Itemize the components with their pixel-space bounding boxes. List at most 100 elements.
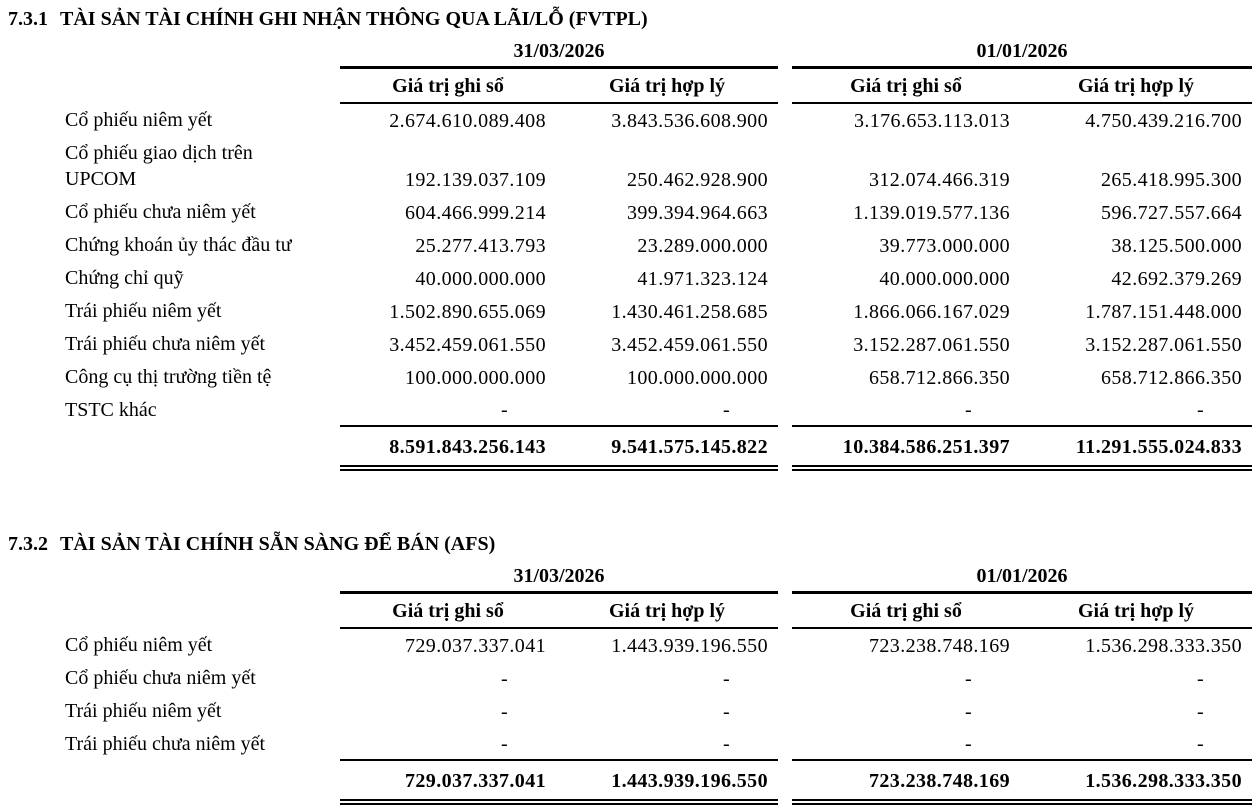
cell-value: - bbox=[964, 701, 972, 723]
cell-value: 3.452.459.061.550 bbox=[611, 334, 768, 356]
row-label: Cổ phiếu niêm yết bbox=[65, 109, 213, 131]
column-gap bbox=[778, 40, 792, 68]
section-heading-text: TÀI SẢN TÀI CHÍNH GHI NHẬN THÔNG QUA LÃI… bbox=[60, 8, 648, 30]
date-header-row: 31/03/2026 01/01/2026 bbox=[8, 565, 1252, 594]
header-spacer bbox=[8, 68, 340, 104]
cell-value: 3.176.653.113.013 bbox=[853, 110, 1010, 132]
total-row: 729.037.337.041 1.443.939.196.550 723.23… bbox=[8, 760, 1252, 805]
cell-value: 596.727.557.664 bbox=[1101, 202, 1242, 224]
row-label: Trái phiếu chưa niêm yết bbox=[65, 733, 266, 755]
cell-value: 100.000.000.000 bbox=[627, 367, 768, 389]
column-gap bbox=[778, 228, 792, 261]
section-afs: 7.3.2 TÀI SẢN TÀI CHÍNH SẴN SÀNG ĐỂ BÁN (… bbox=[8, 533, 1252, 805]
date-column-header-opening: 01/01/2026 bbox=[792, 40, 1252, 69]
subheader-carrying-value-current: Giá trị ghi sổ bbox=[340, 67, 556, 104]
column-gap bbox=[778, 103, 792, 136]
cell-value: - bbox=[1020, 727, 1252, 761]
section-fvtpl-title: 7.3.1 TÀI SẢN TÀI CHÍNH GHI NHẬN THÔNG QU… bbox=[8, 8, 1252, 31]
table-row: Cổ phiếu chưa niêm yết 604.466.999.214 3… bbox=[8, 195, 1252, 228]
column-gap bbox=[778, 760, 792, 802]
cell-value: 1.502.890.655.069 bbox=[389, 301, 546, 323]
cell-value: - bbox=[722, 701, 730, 723]
cell-value: - bbox=[556, 393, 778, 427]
subheader-carrying-value-opening: Giá trị ghi sổ bbox=[792, 592, 1020, 629]
row-label: Trái phiếu niêm yết bbox=[65, 300, 222, 322]
cell-value: - bbox=[340, 393, 556, 427]
cell-value: 38.125.500.000 bbox=[1111, 235, 1242, 257]
total-value: 1.443.939.196.550 bbox=[556, 760, 778, 805]
cell-value: 658.712.866.350 bbox=[869, 367, 1010, 389]
column-gap bbox=[778, 136, 792, 195]
cell-value: 42.692.379.269 bbox=[1111, 268, 1242, 290]
section-fvtpl: 7.3.1 TÀI SẢN TÀI CHÍNH GHI NHẬN THÔNG QU… bbox=[8, 8, 1252, 471]
total-row-spacer bbox=[8, 760, 340, 802]
date-column-header-opening: 01/01/2026 bbox=[792, 565, 1252, 594]
date-column-header-current: 31/03/2026 bbox=[340, 565, 778, 594]
column-gap bbox=[778, 195, 792, 228]
section-afs-title: 7.3.2 TÀI SẢN TÀI CHÍNH SẴN SÀNG ĐỂ BÁN (… bbox=[8, 533, 1252, 556]
table-row: Trái phiếu chưa niêm yết - - - - bbox=[8, 727, 1252, 761]
row-label: Cổ phiếu chưa niêm yết bbox=[65, 201, 256, 223]
cell-value: 729.037.337.041 bbox=[405, 635, 546, 657]
cell-value: - bbox=[500, 701, 508, 723]
table-row: Cổ phiếu niêm yết 729.037.337.041 1.443.… bbox=[8, 628, 1252, 661]
subheader-fair-value-opening: Giá trị hợp lý bbox=[1020, 67, 1252, 104]
column-gap bbox=[778, 261, 792, 294]
cell-value: 1.787.151.448.000 bbox=[1085, 301, 1242, 323]
cell-value: 250.462.928.900 bbox=[627, 169, 768, 191]
cell-value: 4.750.439.216.700 bbox=[1085, 110, 1242, 132]
cell-value: 1.139.019.577.136 bbox=[853, 202, 1010, 224]
column-gap bbox=[778, 694, 792, 727]
column-gap bbox=[778, 327, 792, 360]
cell-value: - bbox=[1196, 701, 1204, 723]
cell-value: 3.843.536.608.900 bbox=[611, 110, 768, 132]
total-row-spacer bbox=[8, 426, 340, 468]
column-gap bbox=[778, 593, 792, 629]
header-spacer bbox=[8, 40, 340, 68]
total-value: 9.541.575.145.822 bbox=[556, 426, 778, 471]
subheader-fair-value-opening: Giá trị hợp lý bbox=[1020, 592, 1252, 629]
cell-value: 1.443.939.196.550 bbox=[611, 635, 768, 657]
row-label: Chứng khoán ủy thác đầu tư bbox=[65, 234, 292, 256]
column-gap bbox=[778, 294, 792, 327]
column-gap bbox=[778, 628, 792, 661]
subheader-fair-value-current: Giá trị hợp lý bbox=[556, 592, 778, 629]
row-label: Cổ phiếu giao dịch trên UPCOM bbox=[65, 142, 253, 190]
cell-value: - bbox=[722, 668, 730, 690]
cell-value: 1.430.461.258.685 bbox=[611, 301, 768, 323]
column-gap bbox=[778, 661, 792, 694]
total-value: 729.037.337.041 bbox=[340, 760, 556, 805]
table-row: Trái phiếu niêm yết 1.502.890.655.069 1.… bbox=[8, 294, 1252, 327]
cell-value: 312.074.466.319 bbox=[869, 169, 1010, 191]
table-row: Cổ phiếu niêm yết 2.674.610.089.408 3.84… bbox=[8, 103, 1252, 136]
total-value: 1.536.298.333.350 bbox=[1020, 760, 1252, 805]
table-row: Chứng chỉ quỹ 40.000.000.000 41.971.323.… bbox=[8, 261, 1252, 294]
cell-value: 3.152.287.061.550 bbox=[853, 334, 1010, 356]
column-gap bbox=[778, 360, 792, 393]
date-header-row: 31/03/2026 01/01/2026 bbox=[8, 40, 1252, 69]
cell-value: 23.289.000.000 bbox=[637, 235, 768, 257]
cell-value: 40.000.000.000 bbox=[879, 268, 1010, 290]
subheader-fair-value-current: Giá trị hợp lý bbox=[556, 67, 778, 104]
row-label: TSTC khác bbox=[65, 399, 157, 421]
cell-value: 2.674.610.089.408 bbox=[389, 110, 546, 132]
subheader-carrying-value-opening: Giá trị ghi sổ bbox=[792, 67, 1020, 104]
total-value: 10.384.586.251.397 bbox=[792, 426, 1020, 471]
cell-value: 399.394.964.663 bbox=[627, 202, 768, 224]
column-gap bbox=[778, 68, 792, 104]
cell-value: 658.712.866.350 bbox=[1101, 367, 1242, 389]
total-value: 8.591.843.256.143 bbox=[340, 426, 556, 471]
cell-value: 604.466.999.214 bbox=[405, 202, 546, 224]
subheader-row: Giá trị ghi sổ Giá trị hợp lý Giá trị gh… bbox=[8, 67, 1252, 104]
cell-value: - bbox=[340, 727, 556, 761]
cell-value: 25.277.413.793 bbox=[415, 235, 546, 257]
cell-value: 3.452.459.061.550 bbox=[389, 334, 546, 356]
header-spacer bbox=[8, 593, 340, 629]
table-row: Trái phiếu chưa niêm yết 3.452.459.061.5… bbox=[8, 327, 1252, 360]
total-value: 11.291.555.024.833 bbox=[1020, 426, 1252, 471]
fvtpl-table: 31/03/2026 01/01/2026 Giá trị ghi sổ Giá… bbox=[8, 40, 1252, 471]
cell-value: - bbox=[792, 727, 1020, 761]
cell-value: 265.418.995.300 bbox=[1101, 169, 1242, 191]
table-row: Trái phiếu niêm yết - - - - bbox=[8, 694, 1252, 727]
